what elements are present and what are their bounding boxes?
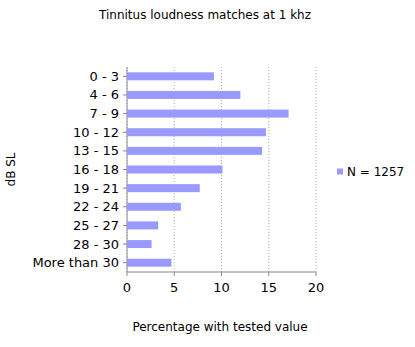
bar [127,166,222,174]
tick-mark [123,76,127,77]
bar [127,203,181,211]
tick-label: 5 [170,280,178,295]
tick-mark [123,188,127,189]
bar [127,184,200,192]
bar [127,72,214,80]
bar [127,221,158,229]
y-axis-label: dB SL [4,152,18,186]
tick-mark [174,272,175,276]
tick-mark [268,272,269,276]
category-label: 19 - 21 [73,181,119,196]
bar [127,240,152,248]
tick-mark [123,150,127,151]
title: Tinnitus loudness matches at 1 khz [98,8,311,22]
tick-label: 20 [308,280,325,295]
bar [127,147,262,155]
chart-container: Tinnitus loudness matches at 1 khz 0 5 10 15… [0,0,415,347]
x-axis [127,272,316,273]
tick-label: 0 [123,280,131,295]
tick-mark [123,113,127,114]
x-axis-label: Percentage with tested value [132,320,307,334]
tick-mark [123,244,127,245]
tick-mark [123,169,127,170]
category-label: More than 30 [32,255,119,270]
tick-mark [123,132,127,133]
tick-mark [221,272,222,276]
category-label: 25 - 27 [73,218,119,233]
tick-mark [316,272,317,276]
tick-label: 15 [260,280,277,295]
bar [127,128,266,136]
category-label: 0 - 3 [90,69,120,84]
grid-line [268,67,269,272]
category-label: 4 - 6 [90,87,120,102]
category-label: 10 - 12 [73,125,119,140]
bar [127,110,289,118]
category-label: 22 - 24 [73,199,119,214]
tick-mark [127,272,128,276]
grid-line [316,67,317,272]
tick-mark [123,262,127,263]
tick-mark [123,225,127,226]
legend-label: N = 1257 [347,165,404,179]
category-label: 16 - 18 [73,162,119,177]
category-label: 28 - 30 [73,237,119,252]
tick-label: 10 [213,280,230,295]
bar [127,259,171,267]
category-label: 7 - 9 [90,106,120,121]
legend-swatch [337,169,343,175]
bar [127,91,240,99]
category-label: 13 - 15 [73,143,119,158]
tick-mark [123,206,127,207]
bars [127,72,289,266]
chart: Tinnitus loudness matches at 1 khz 0 5 10 15… [0,0,415,347]
tick-mark [123,94,127,95]
